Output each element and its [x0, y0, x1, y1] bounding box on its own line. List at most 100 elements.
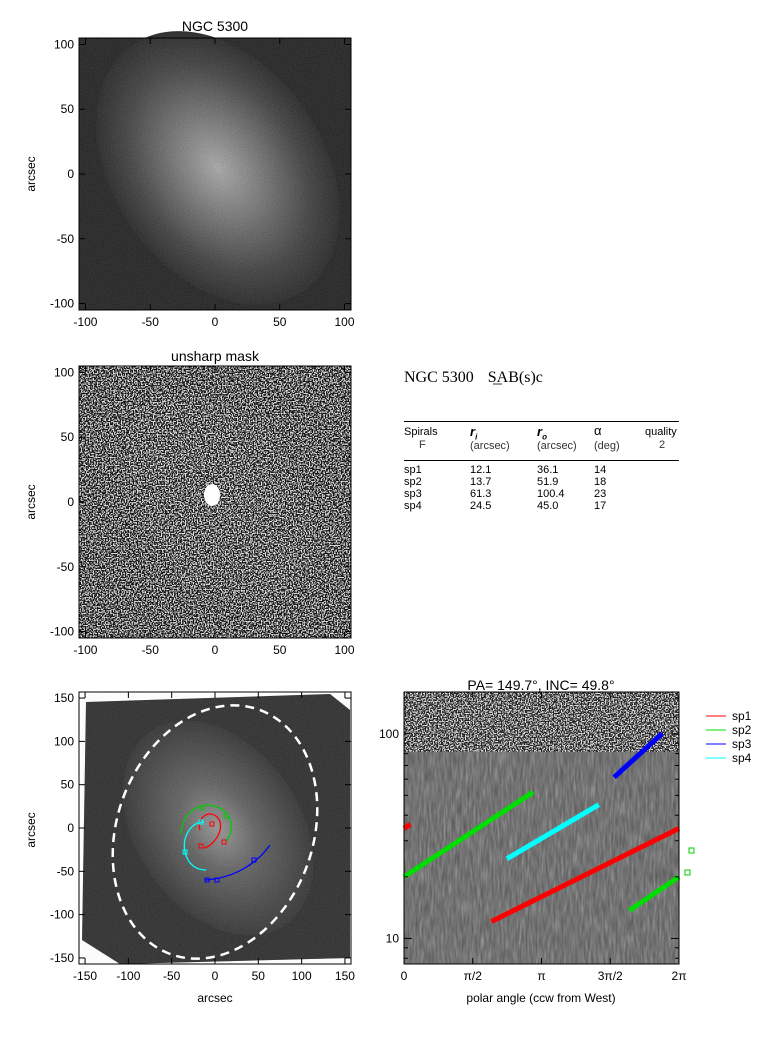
- cell-ri: 13.7: [470, 476, 492, 488]
- cell-ro: 45.0: [537, 500, 559, 512]
- y-tick-label: 100: [379, 727, 399, 741]
- y-tick-label: 150: [54, 691, 74, 705]
- middle-ylabel: arcsec: [24, 484, 38, 519]
- morphology: SAB(s)c: [488, 369, 543, 386]
- x-tick-label: π/2: [464, 969, 483, 983]
- cell-name: sp3: [404, 488, 422, 500]
- galaxy-nucleus: [204, 484, 220, 506]
- deprojection-ellipse: [111, 704, 319, 960]
- y-tick-label: 100: [54, 734, 74, 748]
- cell-name: sp2: [404, 476, 422, 488]
- y-tick-label: 100: [54, 365, 74, 379]
- galaxy-name: NGC 5300: [404, 369, 474, 386]
- series-line-sp2: [402, 790, 535, 879]
- x-tick-label: 150: [335, 969, 355, 983]
- series-line-sp1: [490, 826, 681, 924]
- y-tick-label: -100: [50, 625, 74, 639]
- table-rule-top: [404, 421, 679, 422]
- x-tick-label: -150: [73, 969, 97, 983]
- cell-ro: 36.1: [537, 464, 559, 476]
- th-ro-unit: (arcsec): [537, 440, 577, 452]
- spiral-table: Spirals F ri (arcsec) ro (arcsec) α (deg…: [404, 421, 679, 521]
- sp4-arc: [183, 821, 207, 871]
- x-tick-label: -100: [73, 643, 97, 657]
- x-tick-label: 0: [401, 969, 408, 983]
- sp3-arc: [204, 844, 271, 881]
- polar-axis-ticks: 0 π/2 π 3π/2 2π 100 10: [379, 692, 687, 983]
- x-tick-label: π: [537, 969, 545, 983]
- arc-markers: [182, 805, 257, 883]
- offpanel-marker: [688, 847, 695, 854]
- polar-xlabel: polar angle (ccw from West): [466, 991, 615, 1005]
- top-image-noise: [79, 38, 351, 310]
- x-tick-label: -100: [73, 315, 97, 329]
- chart-series: [402, 731, 681, 924]
- x-tick-label: 100: [335, 315, 355, 329]
- x-tick-label: 2π: [672, 969, 687, 983]
- cell-alpha: 14: [594, 464, 607, 476]
- x-tick-label: -50: [163, 969, 181, 983]
- th-ro: ro: [537, 424, 547, 442]
- cell-ri: 12.1: [470, 464, 492, 476]
- cell-alpha: 23: [594, 488, 607, 500]
- x-tick-label: 50: [252, 969, 266, 983]
- cell-name: sp4: [404, 500, 422, 512]
- th-spirals: Spirals: [404, 426, 438, 438]
- middle-axis-ticks: -100 -50 0 50 100 100 50 0 -50 -100: [50, 365, 355, 657]
- x-tick-label: 3π/2: [598, 969, 623, 983]
- th-alpha: α: [594, 423, 602, 438]
- x-tick-label: 0: [212, 969, 219, 983]
- th-F: F: [419, 439, 426, 451]
- x-tick-label: 50: [273, 315, 287, 329]
- cell-alpha: 17: [594, 500, 607, 512]
- top-title: NGC 5300: [182, 18, 248, 34]
- legend-label-sp3: sp3: [732, 737, 752, 751]
- cell-ri: 24.5: [470, 500, 492, 512]
- table-rule-mid: [404, 460, 679, 461]
- x-tick-label: 50: [273, 643, 287, 657]
- th-ri: ri: [470, 424, 478, 442]
- bl-xlabel: arcsec: [197, 991, 232, 1005]
- x-tick-label: 100: [335, 643, 355, 657]
- y-tick-label: -50: [57, 232, 75, 246]
- cell-alpha: 18: [594, 476, 607, 488]
- y-tick-label: 0: [67, 495, 74, 509]
- th-alpha-unit: (deg): [594, 440, 620, 452]
- series-line-sp2: [627, 874, 681, 913]
- cell-ro: 100.4: [537, 488, 565, 500]
- series-line-sp3: [612, 731, 664, 780]
- polar-title: PA= 149.7°, INC= 49.8°: [467, 677, 614, 693]
- sp2-arc: [180, 804, 232, 843]
- th-quality: quality: [645, 426, 677, 438]
- x-tick-label: 0: [212, 315, 219, 329]
- legend-label-sp1: sp1: [732, 709, 752, 723]
- series-line-sp4: [505, 802, 601, 861]
- bl-axis-ticks: -150 -100 -50 0 50 100 150 150 100 50 0 -50 -100 -150: [50, 691, 355, 983]
- cell-ri: 61.3: [470, 488, 492, 500]
- y-tick-label: 50: [61, 778, 75, 792]
- y-tick-label: -100: [50, 908, 74, 922]
- y-tick-label: 0: [67, 821, 74, 835]
- series-line-sp1: [402, 822, 412, 831]
- th-quality-val: 2: [659, 439, 666, 451]
- x-tick-label: -100: [116, 969, 140, 983]
- cell-ro: 51.9: [537, 476, 559, 488]
- offpanel-marker: [684, 869, 691, 876]
- legend-label-sp2: sp2: [732, 723, 752, 737]
- x-tick-label: -50: [142, 315, 160, 329]
- x-tick-label: -50: [142, 643, 160, 657]
- middle-title: unsharp mask: [171, 348, 260, 364]
- y-tick-label: 100: [54, 37, 74, 51]
- top-panel: -100 -50 0 50 100 100 50 0 -50 -100 NGC 5300 arcs…: [24, 18, 355, 329]
- y-tick-label: 10: [386, 931, 400, 945]
- y-tick-label: -50: [57, 560, 75, 574]
- legend-label-sp4: sp4: [732, 751, 752, 765]
- galaxy-header: NGC 5300 SAB(s)c: [404, 369, 543, 386]
- sp1-arc: [198, 813, 222, 849]
- bl-noise: [82, 694, 350, 964]
- y-tick-label: -100: [50, 297, 74, 311]
